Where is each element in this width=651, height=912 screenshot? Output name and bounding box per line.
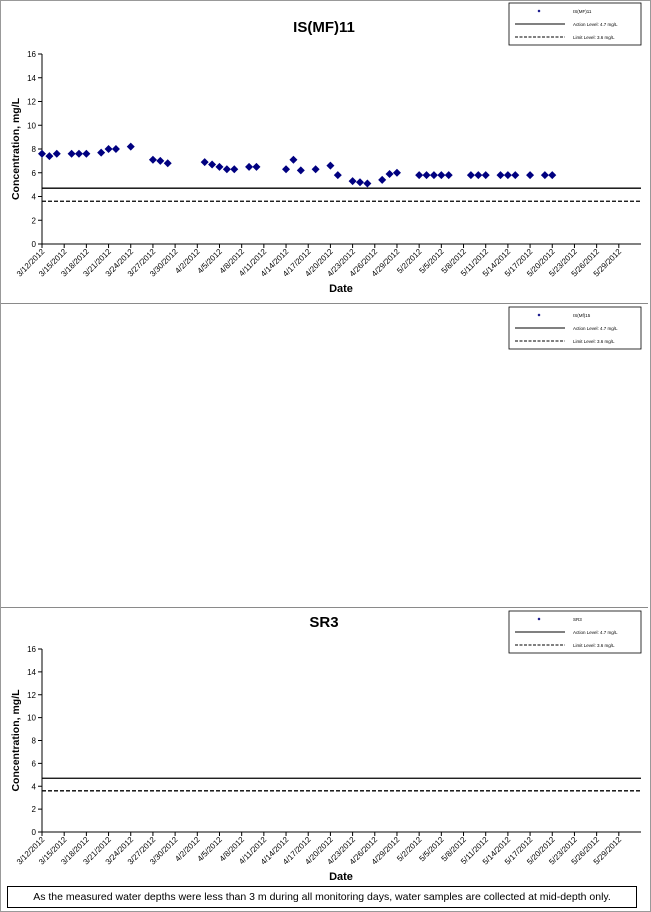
footnote: As the measured water depths were less t… [7, 886, 637, 908]
legend-label: SR3 [573, 617, 582, 622]
chart-panel-3: SR3 0 2 4 6 8 10 12 14 16 Concentration, mg/L 3/12/… [1, 609, 648, 885]
data-point [296, 166, 305, 175]
data-point [333, 171, 342, 180]
data-point [148, 155, 157, 164]
y-tick-label: 14 [27, 668, 36, 677]
data-point [437, 171, 446, 180]
data-point [104, 145, 113, 153]
y-tick-label: 10 [27, 714, 36, 723]
data-point [156, 156, 165, 165]
data-point [97, 148, 106, 157]
y-tick-label: 2 [32, 805, 37, 814]
y-tick-label: 14 [27, 74, 36, 83]
data-point [348, 177, 357, 186]
data-point [215, 162, 224, 171]
chart-title: SR3 [309, 614, 338, 631]
y-tick-label: 4 [32, 193, 37, 202]
x-axis-title: Date [329, 871, 353, 883]
y-tick-label: 2 [32, 216, 37, 225]
legend-label: Action Level: 4.7 mg/L [573, 630, 618, 635]
data-point [252, 162, 261, 171]
data-point [245, 162, 254, 171]
data-point [355, 178, 364, 187]
data-point [548, 171, 557, 180]
legend-label: Limit Level: 3.6 mg/L [573, 339, 615, 344]
data-point [45, 152, 54, 161]
data-point [511, 171, 520, 180]
y-tick-label: 12 [27, 691, 36, 700]
legend-marker [537, 313, 541, 317]
data-point [540, 171, 549, 180]
data-point [422, 171, 431, 180]
data-point [38, 149, 46, 158]
data-point [126, 142, 135, 151]
data-point [208, 160, 217, 169]
data-point [496, 171, 505, 180]
data-point [466, 171, 475, 180]
data-point [326, 161, 335, 170]
data-point [444, 171, 453, 180]
data-point [474, 171, 483, 180]
data-point [111, 145, 120, 153]
chart-panel-2: IS(Mf)150246810121416Concentration, mg/L… [1, 305, 648, 606]
chart-panel-1: IS(MF)11 0 2 4 6 8 10 12 14 16 Concentration, mg/L… [1, 1, 648, 302]
legend-marker [537, 617, 541, 621]
legend-label: Limit Level: 3.6 mg/L [573, 643, 615, 648]
chart-is-mf-11: IS(MF)11 0 2 4 6 8 10 12 14 16 Concentration, mg/L… [10, 2, 642, 295]
chart-title: IS(MF)11 [293, 19, 355, 36]
data-point [526, 171, 535, 180]
data-point [311, 165, 320, 174]
data-point [378, 175, 387, 184]
data-point [481, 171, 490, 180]
y-tick-label: 16 [27, 645, 36, 654]
y-tick-label: 0 [32, 240, 37, 249]
data-point [74, 149, 83, 158]
data-point [52, 149, 61, 158]
y-tick-label: 12 [27, 98, 36, 107]
y-tick-label: 6 [32, 169, 37, 178]
legend-label: IS(MF)11 [573, 9, 592, 14]
data-point [282, 165, 291, 174]
y-tick-label: 6 [32, 759, 37, 768]
y-tick-label: 8 [32, 737, 37, 746]
data-point [363, 179, 372, 188]
legend-label: Action Level: 4.7 mg/L [573, 22, 618, 27]
y-tick-label: 10 [27, 121, 36, 130]
data-point [392, 168, 401, 177]
data-point [163, 159, 172, 168]
legend-label: IS(Mf)15 [573, 313, 591, 318]
data-point [429, 171, 438, 180]
y-tick-label: 8 [32, 145, 37, 154]
x-axis-title: Date [329, 283, 353, 295]
y-axis-title: Concentration, mg/L [10, 97, 22, 200]
data-point [415, 171, 424, 180]
data-point [67, 149, 76, 158]
y-tick-label: 0 [32, 828, 37, 837]
y-axis-title: Concentration, mg/L [10, 689, 22, 792]
panel-divider [1, 607, 648, 608]
data-point [200, 158, 209, 167]
data-point [82, 149, 91, 158]
legend-label: Limit Level: 3.6 mg/L [573, 35, 615, 40]
data-point [503, 171, 512, 180]
data-point [289, 155, 298, 164]
legend-label: Action Level: 4.7 mg/L [573, 326, 618, 331]
legend-marker [537, 9, 541, 13]
data-point [230, 165, 239, 174]
data-point [222, 165, 231, 174]
panel-divider [1, 303, 648, 304]
y-tick-label: 4 [32, 782, 37, 791]
y-tick-label: 16 [27, 50, 36, 59]
data-point [385, 169, 394, 178]
chart-is-mf-15: IS(Mf)150246810121416Concentration, mg/L… [508, 306, 642, 350]
